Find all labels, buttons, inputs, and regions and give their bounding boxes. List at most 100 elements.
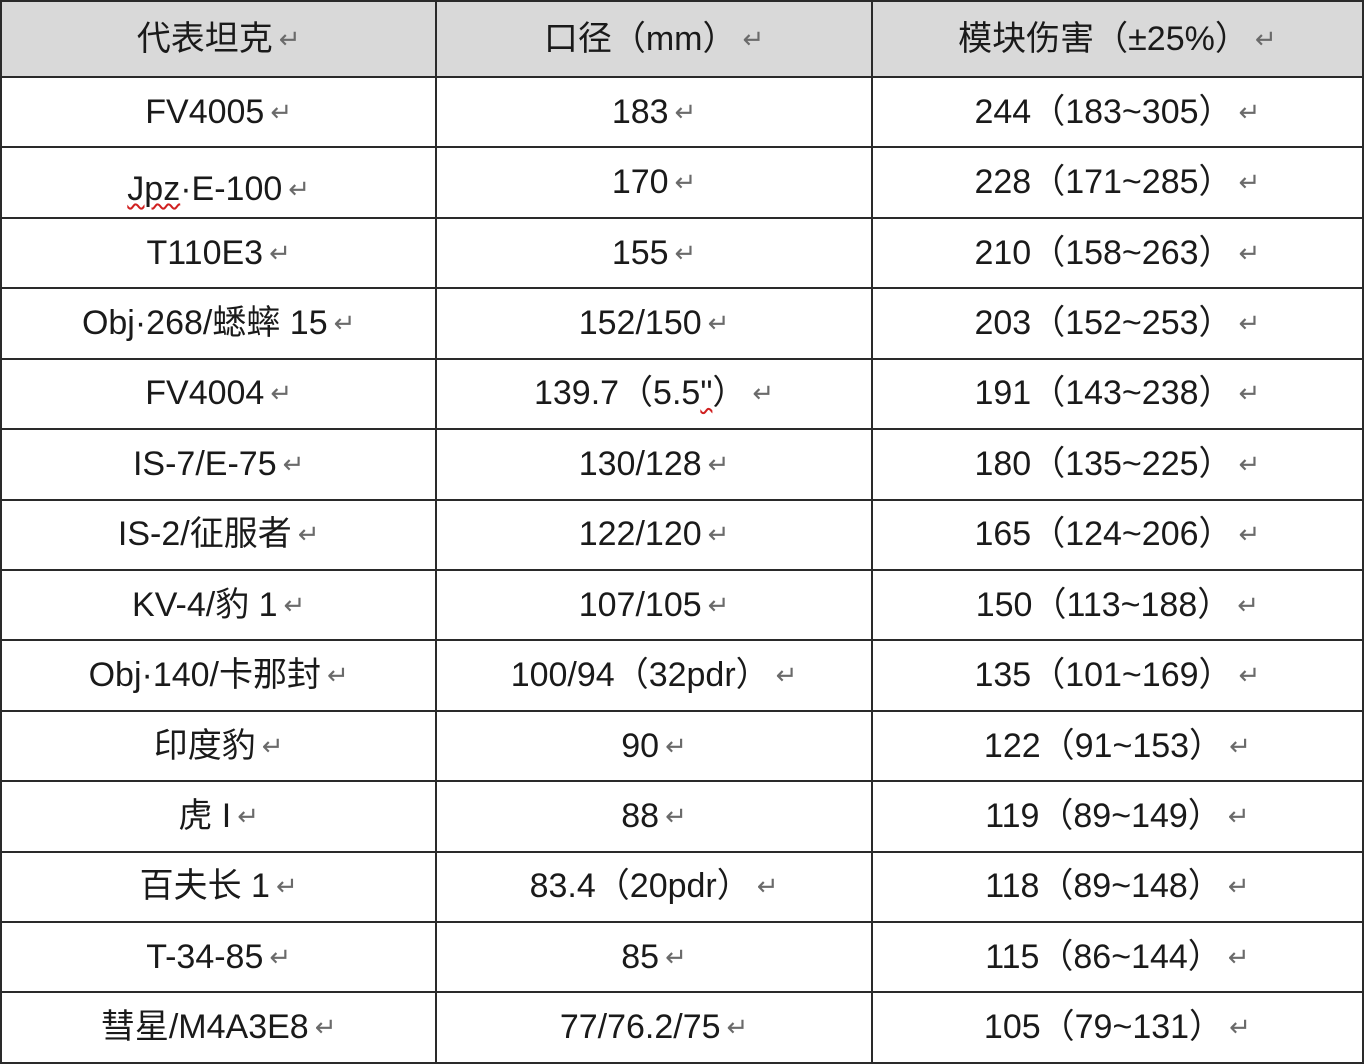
cell-caliber-text: 122/120: [579, 517, 702, 551]
cell-caliber-text: 155: [612, 236, 669, 270]
paragraph-mark-icon: ↵: [284, 592, 306, 618]
paragraph-mark-icon: ↵: [1229, 1014, 1251, 1040]
paragraph-mark-icon: ↵: [262, 733, 284, 759]
paragraph-mark-icon: ↵: [675, 99, 697, 125]
cell-damage: 105（79~131）↵: [872, 992, 1363, 1063]
cell-damage-text: 118（89~148）: [985, 869, 1222, 903]
cell-caliber: 100/94（32pdr）↵: [436, 640, 871, 710]
cell-damage: 228（171~285） ↵: [872, 147, 1363, 217]
cell-caliber: 77/76.2/75↵: [436, 992, 871, 1063]
cell-damage: 191（143~238）↵: [872, 359, 1363, 429]
header-row: 代表坦克 ↵ 口径（mm） ↵ 模块伤害（±25%） ↵: [1, 1, 1363, 77]
cell-caliber: 85↵: [436, 922, 871, 992]
paragraph-mark-icon: ↵: [743, 26, 765, 52]
cell-caliber-text: 170: [612, 165, 669, 199]
paragraph-mark-icon: ↵: [675, 169, 697, 195]
paragraph-mark-icon: ↵: [334, 310, 356, 336]
cell-damage: 150（113~188）↵: [872, 570, 1363, 640]
cell-tank-text: 印度豹: [154, 729, 256, 763]
cell-damage: 244（183~305）↵: [872, 77, 1363, 147]
paragraph-mark-icon: ↵: [270, 99, 292, 125]
cell-tank: T110E3↵: [1, 218, 436, 288]
cell-caliber-text: 90: [621, 729, 659, 763]
spellcheck-squiggle: Jpz: [127, 172, 180, 206]
paragraph-mark-icon: ↵: [708, 521, 730, 547]
table-row: 百夫长 1↵83.4（20pdr）↵118（89~148）↵: [1, 852, 1363, 922]
tank-table: 代表坦克 ↵ 口径（mm） ↵ 模块伤害（±25%） ↵: [0, 0, 1364, 1064]
cell-caliber: 183↵: [436, 77, 871, 147]
cell-damage-text: 150（113~188）: [976, 588, 1232, 622]
paragraph-mark-icon: ↵: [708, 592, 730, 618]
paragraph-mark-icon: ↵: [269, 240, 291, 266]
cell-caliber-text: 152/150: [579, 306, 702, 340]
cell-damage: 180（135~225）↵: [872, 429, 1363, 499]
cell-damage-text: 228（171~285）: [974, 165, 1232, 199]
paragraph-mark-icon: ↵: [1239, 99, 1261, 125]
cell-tank: 印度豹↵: [1, 711, 436, 781]
header-damage-label: 模块伤害（±25%）: [958, 22, 1249, 56]
paragraph-mark-icon: ↵: [279, 26, 301, 52]
cell-tank-text: FV4004: [145, 376, 264, 410]
paragraph-mark-icon: ↵: [1228, 873, 1250, 899]
cell-tank-text: Obj·140/卡那封: [89, 658, 321, 692]
header-caliber-label: 口径（mm）: [544, 22, 737, 56]
cell-damage-text: 203（152~253）: [974, 306, 1232, 340]
paragraph-mark-icon: ↵: [727, 1014, 749, 1040]
paragraph-mark-icon: ↵: [708, 451, 730, 477]
table-row: IS-7/E-75↵130/128↵180（135~225）↵: [1, 429, 1363, 499]
paragraph-mark-icon: ↵: [1239, 521, 1261, 547]
cell-caliber-text: 100/94（32pdr）: [511, 658, 770, 692]
paragraph-mark-icon: ↵: [270, 380, 292, 406]
cell-tank-text: T-34-85: [146, 940, 263, 974]
cell-tank: IS-2/征服者↵: [1, 500, 436, 570]
paragraph-mark-icon: ↵: [1239, 240, 1261, 266]
cell-caliber: 152/150↵: [436, 288, 871, 358]
cell-tank: 虎 I↵: [1, 781, 436, 851]
cell-damage-text: 210（158~263）: [974, 236, 1232, 270]
cell-damage: 210（158~263） ↵: [872, 218, 1363, 288]
header-caliber: 口径（mm） ↵: [436, 1, 871, 77]
cell-tank: Obj·140/卡那封↵: [1, 640, 436, 710]
cell-caliber-text: 107/105: [579, 588, 702, 622]
cell-damage-text: 105（79~131）: [984, 1010, 1223, 1044]
table-row: T-34-85↵85↵115（86~144）↵: [1, 922, 1363, 992]
table-row: FV4005↵183↵244（183~305）↵: [1, 77, 1363, 147]
cell-caliber-text: ）: [712, 376, 746, 410]
header-tank-label: 代表坦克: [137, 22, 273, 56]
cell-damage: 165（124~206） ↵: [872, 500, 1363, 570]
cell-caliber: 155↵: [436, 218, 871, 288]
cell-damage: 135（101~169）↵: [872, 640, 1363, 710]
paragraph-mark-icon: ↵: [665, 733, 687, 759]
cell-caliber: 122/120↵: [436, 500, 871, 570]
cell-damage: 118（89~148）↵: [872, 852, 1363, 922]
paragraph-mark-icon: ↵: [237, 803, 259, 829]
paragraph-mark-icon: ↵: [752, 380, 774, 406]
cell-damage-text: 122（91~153）: [984, 729, 1223, 763]
cell-damage-text: 115（86~144）: [985, 940, 1222, 974]
paragraph-mark-icon: ↵: [1255, 26, 1277, 52]
table-row: T110E3↵155↵210（158~263）↵: [1, 218, 1363, 288]
paragraph-mark-icon: ↵: [315, 1014, 337, 1040]
paragraph-mark-icon: ↵: [1229, 733, 1251, 759]
tank-table-container: 代表坦克 ↵ 口径（mm） ↵ 模块伤害（±25%） ↵: [0, 0, 1364, 1064]
paragraph-mark-icon: ↵: [1239, 451, 1261, 477]
paragraph-mark-icon: ↵: [776, 662, 798, 688]
cell-tank-text: ·E-100: [180, 172, 282, 206]
paragraph-mark-icon: ↵: [1239, 169, 1261, 195]
cell-tank: FV4004↵: [1, 359, 436, 429]
table-row: 虎 I↵88↵119（89~149）↵: [1, 781, 1363, 851]
cell-damage-text: 165（124~206）: [974, 517, 1232, 551]
cell-tank: T-34-85↵: [1, 922, 436, 992]
table-row: 印度豹↵90↵122（91~153）↵: [1, 711, 1363, 781]
cell-caliber: 130/128↵: [436, 429, 871, 499]
cell-caliber: 107/105↵: [436, 570, 871, 640]
cell-damage-text: 119（89~149）: [985, 799, 1222, 833]
cell-tank-text: 虎 I: [178, 799, 231, 833]
header-tank: 代表坦克 ↵: [1, 1, 436, 77]
cell-caliber: 83.4（20pdr）↵: [436, 852, 871, 922]
cell-tank-text: FV4005: [145, 95, 264, 129]
table-row: FV4004↵139.7（5.5"）↵191（143~238）↵: [1, 359, 1363, 429]
cell-tank: KV-4/豹 1↵: [1, 570, 436, 640]
paragraph-mark-icon: ↵: [276, 873, 298, 899]
cell-caliber-text: 88: [621, 799, 659, 833]
